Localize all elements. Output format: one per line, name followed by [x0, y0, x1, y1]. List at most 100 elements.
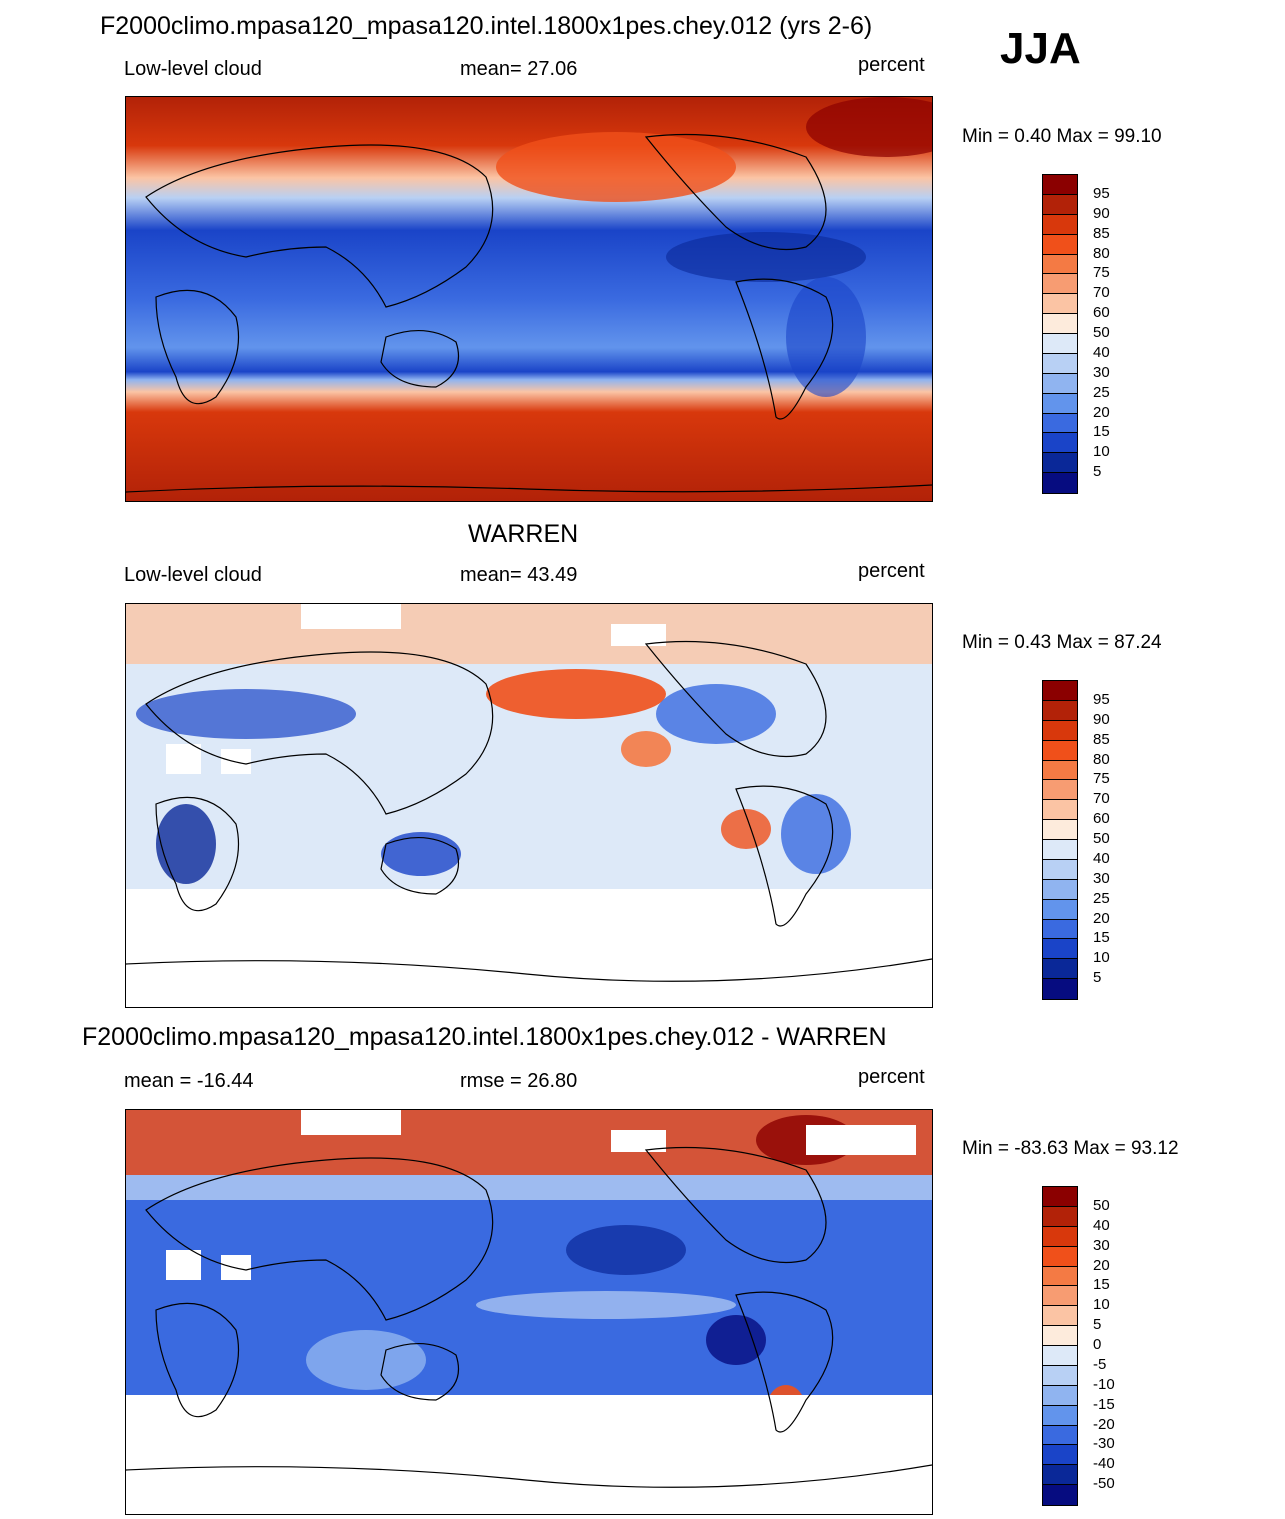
panel1-minmax: Min = 0.40 Max = 99.10 [962, 126, 1162, 147]
panel1-title: F2000climo.mpasa120_mpasa120.intel.1800x… [100, 12, 873, 40]
colorbar-cell [1043, 899, 1077, 920]
colorbar-cell [1043, 681, 1077, 701]
panel3-coastline-n-america [644, 1146, 827, 1263]
colorbar-tick-label: 60 [1093, 304, 1110, 322]
colorbar-cell [1043, 1365, 1077, 1386]
colorbar-cell [1043, 879, 1077, 900]
panel2-mean: mean= 43.49 [460, 564, 578, 586]
panel1-map [125, 96, 933, 502]
colorbar-cell [1043, 373, 1077, 394]
panel2-blob-n-pacific [486, 669, 666, 719]
colorbar-cell [1043, 1465, 1077, 1486]
colorbar-cell [1043, 840, 1077, 860]
panel1-blob-n-pacific-blue [666, 232, 866, 282]
panel2-blob-australia [381, 832, 461, 876]
panel1-colorbar [1042, 174, 1078, 494]
panel1-coastline-n-america [644, 133, 827, 251]
panel2-blob-africa [156, 804, 216, 884]
colorbar-tick-label: 75 [1093, 264, 1110, 282]
panel1-coastline-eurasia [145, 144, 494, 308]
colorbar-cell [1043, 175, 1077, 195]
colorbar-tick-label: 70 [1093, 790, 1110, 808]
colorbar-tick-label: 90 [1093, 710, 1110, 728]
colorbar-tick-label: 40 [1093, 343, 1110, 361]
colorbar-cell [1043, 700, 1077, 721]
panel3-coastline-antarctica [126, 1464, 932, 1488]
colorbar-cell [1043, 214, 1077, 235]
panel3-blob-s-pacific [706, 1315, 766, 1365]
colorbar-cell [1043, 1306, 1077, 1327]
panel3-minmax: Min = -83.63 Max = 93.12 [962, 1138, 1179, 1159]
panel1-map-svg [126, 97, 932, 501]
panel2-colorbar [1042, 680, 1078, 1000]
colorbar-cell [1043, 979, 1077, 999]
panel3-missing-4 [611, 1130, 666, 1152]
panel1-blob-arctic [806, 97, 932, 157]
colorbar-cell [1043, 1385, 1077, 1406]
panel3-missing-3 [301, 1110, 401, 1135]
colorbar-cell [1043, 194, 1077, 215]
colorbar-tick-label: 5 [1093, 463, 1102, 481]
colorbar-cell [1043, 314, 1077, 334]
colorbar-tick-label: 95 [1093, 690, 1110, 708]
colorbar-cell [1043, 939, 1077, 960]
panel2-missing-1 [166, 744, 201, 774]
colorbar-tick-label: 20 [1093, 1256, 1110, 1274]
colorbar-cell [1043, 919, 1077, 940]
panel2-coastline-n-america [644, 640, 827, 757]
panel2-title: WARREN [468, 520, 579, 548]
panel1-coastline-africa [155, 289, 240, 405]
colorbar-tick-label: 10 [1093, 443, 1110, 461]
colorbar-tick-label: 15 [1093, 929, 1110, 947]
panel3-blob-trop-pacific [476, 1291, 736, 1319]
panel2-blob-europe [136, 689, 356, 739]
colorbar-tick-label: 5 [1093, 969, 1102, 987]
panel3-coastline-africa [155, 1302, 240, 1418]
colorbar-cell [1043, 334, 1077, 354]
colorbar-tick-label: 50 [1093, 830, 1110, 847]
colorbar-tick-label: -15 [1093, 1395, 1115, 1413]
colorbar-tick-label: 20 [1093, 403, 1110, 421]
panel1-coastline-s-america [735, 278, 834, 420]
colorbar-tick-label: 85 [1093, 730, 1110, 748]
colorbar-tick-label: 90 [1093, 204, 1110, 222]
colorbar-cell [1043, 1246, 1077, 1267]
colorbar-cell [1043, 393, 1077, 414]
panel3-blob-indian [306, 1330, 426, 1390]
panel1-blob-n-pacific [496, 132, 736, 202]
colorbar-tick-label: 50 [1093, 324, 1110, 341]
colorbar-tick-label: 15 [1093, 423, 1110, 441]
panel3-coastline-eurasia [145, 1157, 494, 1321]
panel2-map-svg [126, 604, 932, 1007]
panel2-missing-south [126, 889, 932, 1007]
season-label: JJA [1000, 24, 1081, 73]
panel3-missing-5 [806, 1125, 916, 1155]
panel3-missing-south [126, 1395, 932, 1514]
colorbar-tick-label: 70 [1093, 284, 1110, 302]
colorbar-tick-label: 15 [1093, 1276, 1110, 1294]
panel2-band-north [126, 604, 932, 664]
colorbar-cell [1043, 254, 1077, 275]
colorbar-tick-label: -20 [1093, 1415, 1115, 1433]
colorbar-tick-label: 10 [1093, 1296, 1110, 1314]
panel2-blob-e-pacific [621, 731, 671, 767]
colorbar-tick-label: -10 [1093, 1375, 1115, 1393]
colorbar-tick-label: 5 [1093, 1316, 1102, 1334]
colorbar-cell [1043, 274, 1077, 295]
panel2-blob-peru [721, 809, 771, 849]
panel1-blob-s-america [786, 277, 866, 397]
panel2-coastline-antarctica [126, 958, 932, 982]
colorbar-tick-label: 30 [1093, 869, 1110, 887]
colorbar-tick-label: 0 [1093, 1336, 1102, 1353]
colorbar-cell [1043, 1266, 1077, 1287]
colorbar-cell [1043, 1485, 1077, 1505]
colorbar-cell [1043, 1405, 1077, 1426]
colorbar-cell [1043, 1346, 1077, 1366]
panel3-units: percent [858, 1066, 925, 1088]
colorbar-tick-label: 25 [1093, 889, 1110, 907]
colorbar-tick-label: 60 [1093, 810, 1110, 828]
colorbar-tick-label: 40 [1093, 1216, 1110, 1234]
colorbar-tick-label: -50 [1093, 1475, 1115, 1493]
colorbar-tick-label: 10 [1093, 949, 1110, 967]
panel3-colorbar [1042, 1186, 1078, 1506]
